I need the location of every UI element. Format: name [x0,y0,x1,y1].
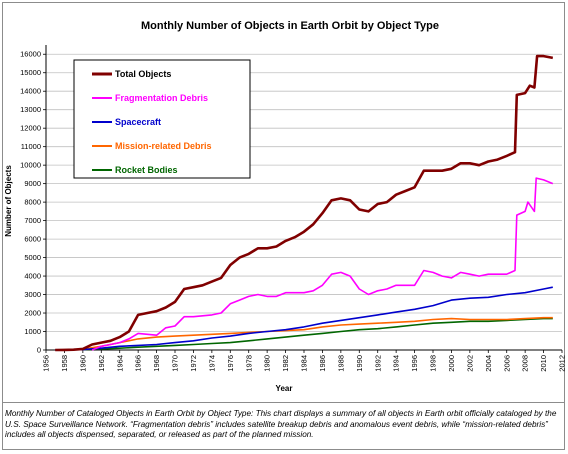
series-line-total-objects [55,54,554,352]
x-tick-label: 1970 [171,355,180,372]
y-tick-label: 7000 [24,216,41,225]
figure-caption: Monthly Number of Cataloged Objects in E… [5,409,561,441]
line-chart: Monthly Number of Objects in Earth Orbit… [4,20,567,393]
legend-box [73,59,251,179]
x-tick-label: 1972 [189,355,198,372]
y-tick-label: 6000 [24,235,41,244]
x-tick-label: 2002 [465,355,474,372]
x-tick-label: 2004 [484,355,493,372]
x-tick-label: 1962 [97,355,106,372]
x-tick-label: 2012 [558,355,567,372]
chart-title: Monthly Number of Objects in Earth Orbit… [141,20,439,32]
figure-frame [2,2,565,450]
y-tick-label: 11000 [21,142,41,151]
y-tick-label: 13000 [20,105,41,114]
legend-label-mission-related-debris: Mission-related Debris [115,141,212,151]
x-tick-label: 1956 [42,355,51,372]
series-line-mission-related-debris [55,316,553,351]
x-tick-label: 1968 [152,355,161,372]
legend-label-fragmentation-debris: Fragmentation Debris [115,93,208,103]
legend-label-spacecraft: Spacecraft [115,117,161,127]
series-lines [55,54,554,352]
x-tick-label: 1974 [207,355,216,372]
y-tick-label: 2000 [24,309,41,318]
x-axis-label: Year [276,384,293,393]
x-tick-label: 1980 [263,355,272,372]
x-tick-label: 1964 [115,355,124,372]
y-tick-label: 8000 [24,198,41,207]
y-tick-label: 9000 [24,179,41,188]
x-tick-label: 2006 [502,355,511,372]
x-tick-label: 1982 [281,355,290,372]
y-tick-label: 10000 [20,161,41,170]
y-tick-label: 1000 [24,327,41,336]
x-tick-label: 1960 [78,355,87,372]
legend: Total Objects Fragmentation Debris Spacecr… [73,59,251,179]
caption-divider [2,402,565,403]
x-tick-label: 2010 [539,355,548,372]
y-tick-label: 15000 [20,68,41,77]
series-line-spacecraft [55,286,553,351]
series-line-rocket-bodies [55,317,553,351]
y-tick-label: 14000 [20,87,41,96]
caption-body: This chart displays a summary of all obj… [5,409,557,440]
y-tick-label: 16000 [20,50,41,59]
series-line-fragmentation-debris [91,177,554,351]
caption-title: Monthly Number of Cataloged Objects in E… [5,409,254,418]
x-tick-label: 1996 [410,355,419,372]
x-tick-label: 2000 [447,355,456,372]
x-tick-label: 1978 [244,355,253,372]
axes: 0 1000 2000 3000 4000 5000 6000 7000 8000 9000 100… [20,45,567,372]
legend-label-rocket-bodies: Rocket Bodies [115,165,178,175]
y-tick-label: 0 [37,346,41,355]
x-tick-label: 2008 [521,355,530,372]
legend-label-total-objects: Total Objects [115,69,171,79]
x-tick-label: 1966 [134,355,143,372]
x-tick-label: 1990 [355,355,364,372]
y-tick-label: 4000 [24,272,41,281]
x-tick-label: 1992 [373,355,382,372]
x-tick-label: 1984 [300,355,309,372]
y-axis-label: Number of Objects [4,165,13,237]
x-tick-label: 1986 [318,355,327,372]
y-tick-label: 5000 [24,253,41,262]
x-tick-label: 1958 [60,355,69,372]
x-tick-label: 1988 [336,355,345,372]
x-tick-label: 1976 [226,355,235,372]
x-tick-label: 1994 [392,355,401,372]
y-tick-label: 3000 [24,290,41,299]
y-tick-label: 12000 [20,124,41,133]
x-tick-label: 1998 [429,355,438,372]
